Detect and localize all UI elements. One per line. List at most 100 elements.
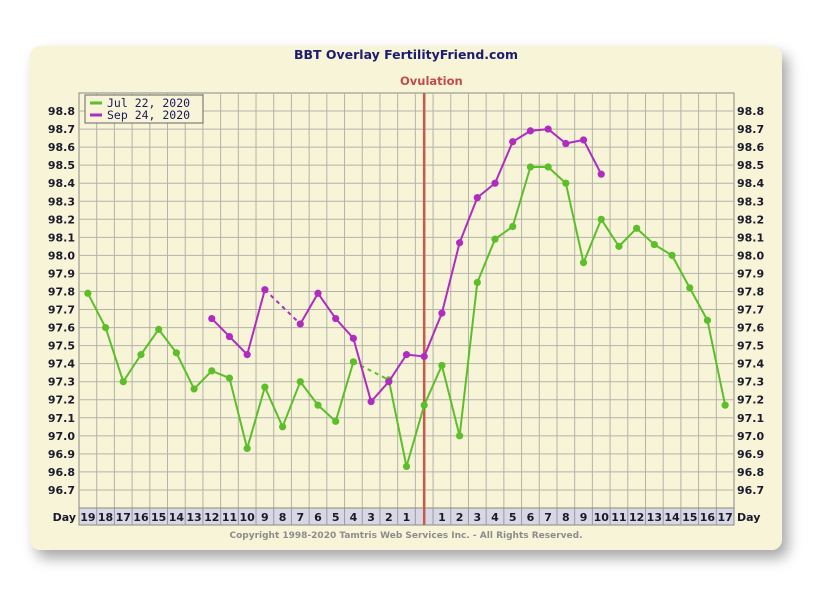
- y-tick-label-left: 98.5: [48, 159, 75, 172]
- series-2-point: [332, 314, 340, 323]
- y-tick-label-right: 98.4: [737, 177, 764, 190]
- series-1-point: [456, 432, 464, 440]
- x-tick-label: 9: [261, 511, 269, 524]
- y-tick-label-left: 96.8: [48, 466, 75, 479]
- series-1-segment: [281, 380, 302, 428]
- series-1-point: [137, 351, 145, 359]
- series-1-point: [402, 462, 411, 471]
- series-2-point: [509, 138, 517, 146]
- x-tick-label: 13: [186, 511, 201, 524]
- y-tick-label-right: 97.7: [737, 304, 764, 317]
- y-tick-label-left: 97.7: [48, 304, 75, 317]
- x-tick-label: 10: [240, 511, 256, 524]
- series-1-point: [491, 235, 499, 243]
- y-tick-label-right: 98.5: [737, 159, 764, 172]
- series-2-point: [491, 179, 499, 187]
- y-tick-label-left: 97.8: [48, 285, 75, 298]
- y-tick-label-right: 97.5: [737, 340, 764, 353]
- x-tick-label: 7: [544, 511, 552, 524]
- series-1-point: [155, 325, 163, 333]
- series-2-segment: [210, 317, 231, 338]
- ovulation-label: Ovulation: [400, 74, 463, 88]
- series-1-point: [119, 378, 127, 386]
- x-axis-band: [78, 507, 735, 526]
- y-tick-label-left: 98.8: [48, 105, 75, 118]
- series-1-point: [314, 401, 322, 409]
- y-tick-label-right: 97.8: [737, 285, 764, 298]
- series-2-segment: [387, 353, 408, 383]
- series-2-point: [544, 125, 552, 133]
- series-1-point: [473, 278, 481, 287]
- series-1-segment: [299, 380, 319, 407]
- series-1-segment: [228, 377, 249, 450]
- x-tick-label: 1: [438, 511, 446, 524]
- series-1-point: [101, 323, 110, 332]
- y-tick-label-left: 97.4: [48, 358, 75, 371]
- series-2-segment: [440, 241, 461, 315]
- series-1-point: [703, 316, 712, 324]
- series-2-point: [208, 314, 216, 323]
- x-tick-label: 8: [279, 511, 287, 524]
- chart-title: BBT Overlay FertilityFriend.com: [293, 47, 519, 62]
- series-1-segment: [600, 218, 620, 248]
- x-tick-label: 10: [594, 511, 610, 524]
- y-tick-label-left: 97.1: [48, 412, 75, 425]
- series-1-point: [278, 423, 287, 431]
- y-tick-label-right: 98.0: [737, 249, 764, 262]
- y-tick-label-left: 98.0: [48, 249, 75, 262]
- x-tick-label: 6: [314, 511, 322, 524]
- y-tick-label-left: 98.2: [48, 213, 75, 226]
- x-tick-label: 15: [151, 511, 166, 524]
- series-1-segment: [582, 218, 603, 264]
- series-1-point: [84, 289, 92, 297]
- y-tick-label-left: 97.5: [48, 340, 75, 353]
- x-tick-label: 8: [562, 511, 570, 524]
- series-2-point: [579, 136, 588, 144]
- series-2-point: [349, 334, 357, 342]
- x-tick-label: 4: [350, 511, 358, 524]
- series-2-segment: [228, 335, 249, 356]
- series-1-segment: [122, 353, 142, 383]
- series-2-segment: [458, 196, 479, 244]
- series-1-point: [243, 444, 251, 453]
- x-tick-label: 18: [98, 511, 113, 524]
- y-tick-label-left: 98.4: [48, 177, 75, 190]
- y-tick-label-left: 98.3: [48, 195, 75, 208]
- x-axis-label-left: Day: [53, 511, 76, 524]
- y-tick-label-right: 96.9: [737, 448, 764, 461]
- y-tick-label-right: 98.2: [737, 213, 764, 226]
- series-1-point: [438, 361, 446, 370]
- series-1-gap-segment: [352, 360, 390, 381]
- series-1-point: [526, 163, 535, 171]
- series-1-point: [296, 378, 304, 386]
- series-1-segment: [104, 326, 125, 383]
- series-1-point: [225, 374, 234, 382]
- series-1-segment: [564, 182, 585, 264]
- series-2-segment: [423, 312, 443, 358]
- y-tick-label-right: 96.8: [737, 466, 764, 479]
- x-tick-label: 19: [80, 511, 95, 524]
- series-1-segment: [635, 227, 656, 246]
- x-tick-label: 4: [491, 511, 499, 524]
- x-tick-label: 14: [169, 511, 185, 524]
- x-tick-label: 2: [385, 511, 393, 524]
- series-2-point: [456, 239, 464, 247]
- series-1-point: [190, 385, 198, 393]
- y-tick-label-left: 98.1: [48, 231, 75, 244]
- legend-label: Sep 24, 2020: [107, 108, 190, 122]
- series-2-segment: [476, 182, 497, 199]
- series-1-point: [668, 251, 676, 259]
- legend-box: [84, 94, 204, 124]
- x-tick-label: 7: [296, 511, 304, 524]
- x-tick-label: 5: [509, 511, 517, 524]
- x-tick-label: 14: [664, 511, 680, 524]
- x-tick-label: 16: [700, 511, 716, 524]
- series-1-segment: [440, 364, 461, 437]
- series-2-segment: [494, 140, 514, 185]
- y-tick-label-right: 98.3: [737, 195, 764, 208]
- series-2-point: [314, 289, 322, 297]
- series-1-segment: [423, 364, 443, 407]
- y-tick-label-right: 97.3: [737, 376, 764, 389]
- plot-area: [78, 92, 735, 509]
- x-tick-label: 3: [473, 511, 481, 524]
